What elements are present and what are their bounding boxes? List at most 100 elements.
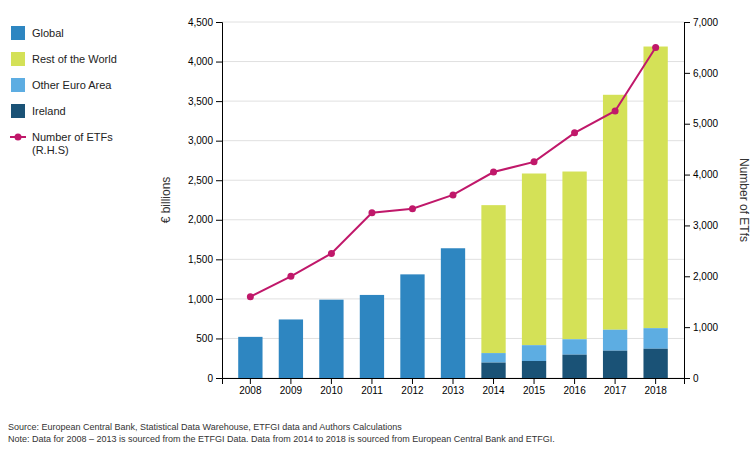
tick-label: 1,000 xyxy=(188,294,213,305)
legend-item: Global xyxy=(11,26,64,40)
tick-mark xyxy=(453,378,454,384)
bar xyxy=(279,378,303,379)
y2-axis-title: Number of ETfs xyxy=(737,158,751,242)
tick: 4,000 xyxy=(684,169,718,180)
tick: 2013 xyxy=(442,378,465,396)
bar xyxy=(603,330,627,351)
bar-series xyxy=(481,349,667,378)
bar xyxy=(481,363,505,378)
plot: 2008200920102011201220132014201520162017… xyxy=(159,17,751,396)
legend-item: Rest of the World xyxy=(11,52,117,66)
tick-label: 2012 xyxy=(401,385,424,396)
tick: 0 xyxy=(207,373,222,384)
tick-label: 2010 xyxy=(320,385,343,396)
bar xyxy=(441,378,465,379)
tick-label: 2015 xyxy=(523,385,546,396)
x-axis: 2008200920102011201220132014201520162017… xyxy=(223,378,685,396)
bar xyxy=(279,378,303,379)
tick: 2,000 xyxy=(188,214,222,225)
tick-mark xyxy=(290,378,291,384)
tick-label: 500 xyxy=(196,333,213,344)
marker xyxy=(247,293,254,300)
bar xyxy=(522,345,546,361)
tick-mark xyxy=(684,22,690,23)
legend-item: Number of ETFs(R.H.S) xyxy=(10,131,113,156)
tick: 1,000 xyxy=(684,322,718,333)
tick: 1,000 xyxy=(188,294,222,305)
tick-mark xyxy=(216,101,222,102)
tick-mark xyxy=(574,378,575,384)
bar xyxy=(481,205,505,353)
bar xyxy=(441,248,465,378)
legend-swatch xyxy=(11,78,25,92)
marker xyxy=(328,250,335,257)
tick-label: 2018 xyxy=(645,385,668,396)
y-axis-title: € billions xyxy=(159,177,173,224)
tick-mark xyxy=(493,378,494,384)
tick-label: 2013 xyxy=(442,385,465,396)
tick-mark xyxy=(371,378,372,384)
tick-label: 2,500 xyxy=(188,175,213,186)
tick-mark xyxy=(534,378,535,384)
tick: 2017 xyxy=(604,378,627,396)
tick: 2,500 xyxy=(188,175,222,186)
tick-label: 3,500 xyxy=(188,96,213,107)
marker xyxy=(287,273,294,280)
tick-label: 2008 xyxy=(239,385,262,396)
tick-mark xyxy=(412,378,413,384)
tick-label: 2,000 xyxy=(693,271,718,282)
legend: GlobalRest of the WorldOther Euro AreaIr… xyxy=(10,26,117,156)
tick: 4,500 xyxy=(188,17,222,28)
bar xyxy=(643,47,667,329)
tick: 2008 xyxy=(239,378,262,396)
tick-label: 2,000 xyxy=(188,214,213,225)
bar xyxy=(400,378,424,379)
grid-line xyxy=(222,22,684,23)
bar xyxy=(360,378,384,379)
legend-item: Ireland xyxy=(11,104,66,118)
tick-mark xyxy=(216,338,222,339)
tick-mark xyxy=(216,378,222,379)
bar xyxy=(238,378,262,379)
tick: 0 xyxy=(684,373,699,384)
bar xyxy=(603,351,627,378)
tick: 2009 xyxy=(280,378,303,396)
y2-axis: 01,0002,0003,0004,0005,0006,0007,000 xyxy=(684,17,718,384)
legend-label: Rest of the World xyxy=(32,53,117,65)
tick-mark xyxy=(684,276,690,277)
tick: 6,000 xyxy=(684,68,718,79)
bar xyxy=(279,378,303,379)
tick-label: 3,000 xyxy=(693,220,718,231)
bar-series xyxy=(238,248,465,378)
tick-label: 2017 xyxy=(604,385,627,396)
bar xyxy=(400,274,424,378)
tick-label: 2016 xyxy=(563,385,586,396)
bar xyxy=(319,378,343,379)
tick-mark xyxy=(684,73,690,74)
bar xyxy=(441,378,465,379)
line xyxy=(250,47,655,296)
tick-mark xyxy=(216,220,222,221)
annotation: Source: European Central Bank, Statistic… xyxy=(8,422,555,444)
legend-label: Global xyxy=(32,27,64,39)
tick-mark xyxy=(216,141,222,142)
tick-mark xyxy=(684,175,690,176)
marker xyxy=(368,209,375,216)
marks xyxy=(238,44,668,378)
tick-mark xyxy=(216,299,222,300)
tick: 2012 xyxy=(401,378,424,396)
y-axis: 05001,0001,5002,0002,5003,0003,5004,0004… xyxy=(188,17,223,384)
legend-swatch xyxy=(11,52,25,66)
bar xyxy=(319,378,343,379)
tick-label: 6,000 xyxy=(693,68,718,79)
marker xyxy=(531,158,538,165)
tick-mark xyxy=(684,225,690,226)
tick: 3,000 xyxy=(684,220,718,231)
tick: 3,500 xyxy=(188,96,222,107)
legend-swatch xyxy=(11,26,25,40)
marker xyxy=(409,205,416,212)
legend-marker xyxy=(15,134,22,141)
tick: 4,000 xyxy=(188,56,222,67)
tick: 2010 xyxy=(320,378,343,396)
tick-mark xyxy=(684,124,690,125)
